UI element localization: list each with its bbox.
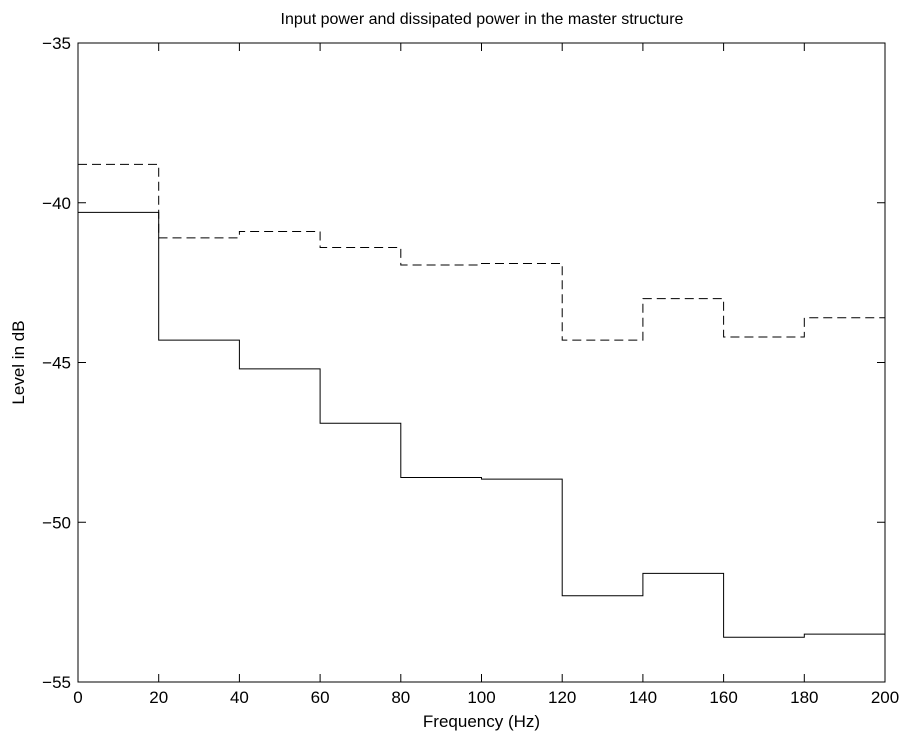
- chart-title: Input power and dissipated power in the …: [281, 11, 684, 28]
- x-tick-label: 0: [73, 688, 82, 707]
- x-tick-label: 160: [709, 688, 737, 707]
- x-tick-label: 200: [871, 688, 899, 707]
- y-axis-label: Level in dB: [9, 320, 28, 404]
- x-tick-label: 100: [467, 688, 495, 707]
- axis-ticks: 0 20 40 60 80 100 120 140 160 180 200 −35 −40 −45 −50 −…: [42, 34, 899, 707]
- x-axis-label: Frequency (Hz): [423, 712, 540, 731]
- x-tick-label: 180: [790, 688, 818, 707]
- plot-frame: [77, 42, 886, 683]
- x-tick-label: 120: [548, 688, 576, 707]
- x-tick-label: 40: [230, 688, 249, 707]
- x-tick-label: 20: [149, 688, 168, 707]
- y-tick-label: −40: [42, 194, 71, 213]
- x-tick-label: 60: [311, 688, 330, 707]
- series-line-1: [78, 163, 885, 341]
- y-tick-label: −45: [42, 354, 71, 373]
- x-tick-label: 140: [629, 688, 657, 707]
- y-tick-label: −35: [42, 34, 71, 53]
- x-tick-label: 80: [391, 688, 410, 707]
- series-line-2: [78, 211, 885, 638]
- y-tick-label: −55: [42, 673, 71, 692]
- series-layer: [78, 163, 885, 638]
- y-tick-label: −50: [42, 513, 71, 532]
